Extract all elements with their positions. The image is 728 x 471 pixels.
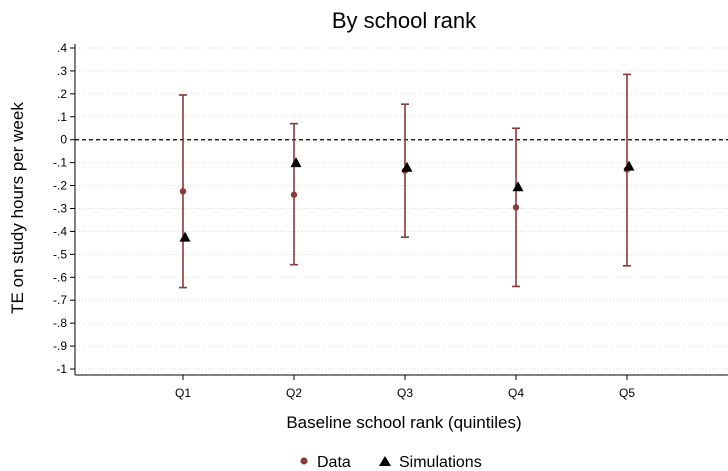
legend-data-label: Data bbox=[317, 454, 351, 471]
x-tick-label: Q4 bbox=[508, 386, 524, 400]
y-axis-title: TE on study hours per week bbox=[8, 102, 27, 314]
legend-simulations-label: Simulations bbox=[399, 454, 482, 471]
y-tick-labels: .4 .3 .2 .1 0 -.1 -.2 -.3 -.4 -.5 -.6 -.7 -.8 -.9 -1 bbox=[53, 41, 67, 376]
legend-data-marker bbox=[300, 457, 308, 465]
y-tick-label: -.4 bbox=[53, 224, 67, 238]
y-tick-label: -.2 bbox=[53, 179, 67, 193]
legend: Data Simulations bbox=[300, 454, 482, 471]
x-axis-title: Baseline school rank (quintiles) bbox=[286, 413, 521, 432]
y-tick-label: -.8 bbox=[53, 316, 67, 330]
y-tick-label: -.1 bbox=[53, 156, 67, 170]
y-tick-label: .2 bbox=[57, 87, 67, 101]
data-point bbox=[179, 188, 187, 195]
y-tick-label: -.7 bbox=[53, 293, 67, 307]
gridlines bbox=[79, 47, 728, 370]
simulation-point bbox=[290, 157, 302, 168]
y-tick-label: .3 bbox=[57, 64, 67, 78]
y-tick-label: .4 bbox=[57, 41, 67, 55]
y-tick-label: 0 bbox=[60, 133, 67, 147]
x-tick-labels: Q1 Q2 Q3 Q4 Q5 bbox=[175, 386, 635, 400]
simulation-point bbox=[623, 160, 635, 171]
y-tick-label: -.5 bbox=[53, 247, 67, 261]
y-tick-label: -.9 bbox=[53, 339, 67, 353]
y-tick-label: -.3 bbox=[53, 202, 67, 216]
simulation-point bbox=[401, 161, 413, 172]
plot-marks bbox=[75, 73, 728, 289]
y-tick-label: .1 bbox=[57, 110, 67, 124]
x-tick-label: Q5 bbox=[619, 386, 635, 400]
y-tick-label: -.6 bbox=[53, 270, 67, 284]
simulation-point bbox=[512, 181, 524, 192]
chart-title: By school rank bbox=[332, 8, 477, 33]
legend-simulations-marker bbox=[379, 456, 391, 466]
simulation-point bbox=[179, 231, 191, 242]
data-point bbox=[512, 204, 520, 211]
x-tick-label: Q3 bbox=[397, 386, 413, 400]
data-point bbox=[290, 191, 298, 198]
x-tick-label: Q2 bbox=[286, 386, 302, 400]
x-tick-label: Q1 bbox=[175, 386, 191, 400]
axes bbox=[70, 44, 728, 380]
y-tick-label: -1 bbox=[56, 362, 67, 376]
